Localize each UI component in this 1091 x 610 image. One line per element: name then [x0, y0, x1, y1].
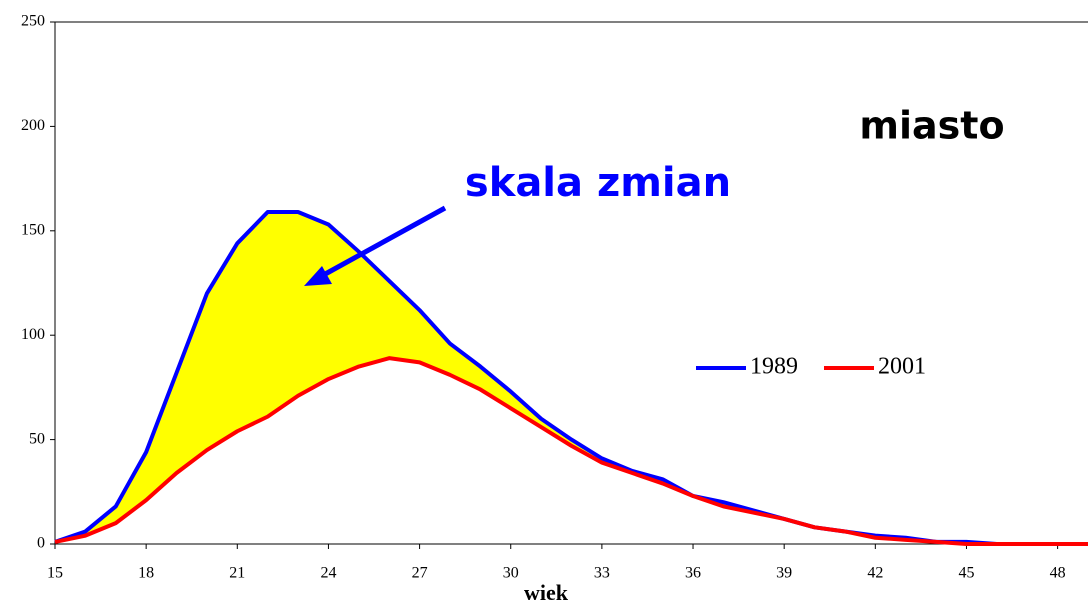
- annotation: skala zmian: [465, 160, 731, 206]
- y-tick-label: 250: [21, 13, 45, 30]
- x-tick-label: 36: [685, 565, 701, 582]
- series-line: [54, 356, 1088, 546]
- x-tick-label: 33: [594, 565, 610, 582]
- legend-label: 1989: [750, 354, 798, 380]
- x-tick-label: 21: [229, 565, 245, 582]
- difference-area: [55, 212, 1088, 544]
- x-tick-label: 45: [958, 565, 974, 582]
- x-tick-label: 39: [776, 565, 792, 582]
- legend-label: 2001: [878, 354, 926, 380]
- y-tick-label: 100: [21, 326, 45, 343]
- y-tick-label: 0: [37, 535, 45, 552]
- x-tick-label: 42: [867, 565, 883, 582]
- y-tick-label: 50: [29, 430, 45, 447]
- x-axis-label: wiek: [524, 580, 569, 605]
- annotation: miasto: [859, 104, 1004, 148]
- arrow-shaft: [316, 205, 447, 281]
- x-tick-label: 24: [320, 565, 336, 582]
- x-tick-label: 15: [47, 565, 63, 582]
- x-tick-label: 30: [503, 565, 519, 582]
- x-tick-label: 18: [138, 565, 154, 582]
- arrow-head: [304, 266, 332, 286]
- y-tick-label: 200: [21, 117, 45, 134]
- y-tick-label: 150: [21, 221, 45, 238]
- x-tick-label: 48: [1050, 565, 1066, 582]
- x-tick-label: 27: [412, 565, 428, 582]
